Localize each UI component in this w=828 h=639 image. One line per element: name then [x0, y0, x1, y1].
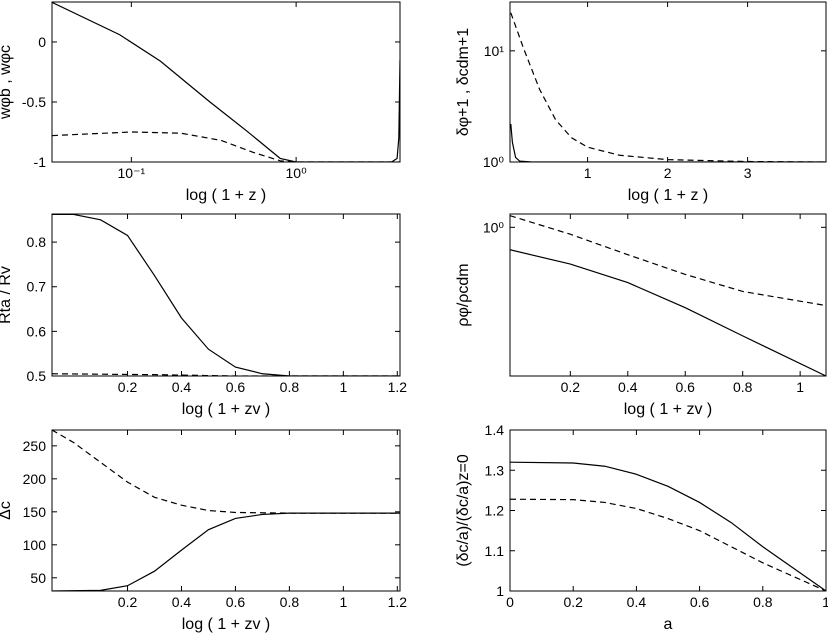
x-tick-label: 0.4 [618, 379, 638, 395]
x-tick-label: 0.4 [172, 379, 192, 395]
x-tick-label: 1.2 [388, 594, 408, 610]
y-tick-label: -0.5 [22, 94, 46, 110]
line-series [52, 512, 400, 591]
line-series [510, 12, 826, 162]
axes-box [51, 429, 401, 592]
y-tick-label: 0.5 [27, 368, 47, 384]
x-axis-label: log ( 1 + z ) [628, 187, 708, 204]
x-axis-label: log ( 1 + z ) [186, 187, 266, 204]
x-tick-label: 1 [339, 594, 347, 610]
x-tick-label: 10⁻¹ [118, 165, 146, 181]
line-series [510, 461, 826, 591]
axes-box [51, 213, 401, 377]
line-series [52, 214, 400, 376]
y-axis-label: Δc [0, 501, 14, 520]
line-series [510, 249, 826, 376]
y-axis-label: Rta / Rv [0, 266, 14, 324]
x-tick-label: 1 [339, 379, 347, 395]
line-series [510, 215, 826, 307]
y-tick-label: 0 [38, 34, 46, 50]
y-tick-label: 50 [30, 570, 46, 586]
x-tick-label: 0.2 [118, 379, 138, 395]
x-tick-label: 1 [796, 379, 804, 395]
x-tick-label: 0.4 [172, 594, 192, 610]
y-tick-label: 100 [23, 537, 47, 553]
x-tick-label: 0.6 [226, 594, 246, 610]
panel: 0 0.2 0.4 0.6 0.8 1 1 1.1 1.2 1.3 1.4 a (δc/a)/(δc/a… [455, 422, 828, 633]
y-tick-label: 250 [23, 438, 47, 454]
x-axis-label: log ( 1 + zv ) [182, 616, 270, 633]
x-tick-label: 1.2 [388, 379, 408, 395]
x-axis-label: log ( 1 + zv ) [182, 401, 270, 418]
axes-box [509, 1, 827, 163]
y-tick-label: 1.1 [485, 543, 505, 559]
y-tick-label: 0.8 [27, 234, 47, 250]
y-tick-label: 200 [23, 471, 47, 487]
x-tick-label: 0.2 [561, 379, 581, 395]
x-tick-label: 3 [744, 165, 752, 181]
x-tick-label: 0.8 [280, 594, 300, 610]
line-series [52, 131, 400, 162]
x-tick-label: 0.8 [753, 594, 773, 610]
y-tick-label: 1.3 [485, 462, 505, 478]
panel: 10⁻¹ 10⁰ -1 -0.5 0 log ( 1 + z ) wφb , wφc [0, 1, 401, 204]
y-axis-label: ρφ/ρcdm [455, 263, 472, 326]
axes-box [509, 213, 827, 377]
x-tick-label: 0 [506, 594, 514, 610]
x-tick-label: 1 [822, 594, 828, 610]
line-series [52, 373, 400, 376]
y-axis-label: wφb , wφc [0, 45, 14, 120]
axes-box [509, 429, 827, 592]
y-tick-label: 0.7 [27, 279, 47, 295]
line-series [510, 123, 826, 162]
y-tick-label: 10⁰ [483, 154, 505, 170]
panel: 0.2 0.4 0.6 0.8 1 1.2 50 100 150 200 250 log ( 1 + … [0, 429, 408, 633]
y-axis-label: (δc/a)/(δc/a)z=0 [455, 454, 472, 567]
x-tick-label: 0.2 [118, 594, 138, 610]
y-tick-label: 1 [496, 583, 504, 599]
x-axis-label: a [664, 616, 673, 633]
x-tick-label: 0.6 [226, 379, 246, 395]
line-series [52, 430, 400, 514]
x-tick-label: 2 [664, 165, 672, 181]
x-tick-label: 0.6 [676, 379, 696, 395]
y-axis-label: δφ+1 , δcdm+1 [455, 28, 472, 136]
y-tick-label: 150 [23, 504, 47, 520]
panel: 0.2 0.4 0.6 0.8 1 1.2 0.5 0.6 0.7 0.8 log ( 1 + zv… [0, 213, 408, 418]
x-axis-label: log ( 1 + zv ) [624, 401, 712, 418]
line-series [52, 2, 400, 162]
axes-box [51, 1, 401, 163]
x-tick-label: 0.4 [627, 594, 647, 610]
panel: 1 2 3 10⁰ 10¹ log ( 1 + z ) δφ+1 , δcdm+1 [455, 1, 827, 204]
x-tick-label: 0.8 [280, 379, 300, 395]
y-tick-label: 10¹ [484, 43, 505, 59]
x-tick-label: 0.2 [563, 594, 583, 610]
y-tick-label: 1.2 [485, 503, 505, 519]
y-tick-label: 0.6 [27, 323, 47, 339]
y-tick-label: 1.4 [485, 422, 505, 438]
x-tick-label: 10⁰ [286, 165, 308, 181]
y-tick-label: -1 [34, 154, 47, 170]
x-tick-label: 0.6 [690, 594, 710, 610]
x-tick-label: 1 [584, 165, 592, 181]
y-tick-label: 10⁰ [483, 219, 505, 235]
line-series [510, 498, 826, 591]
panel: 0.2 0.4 0.6 0.8 1 10⁰ log ( 1 + zv ) ρφ/ρcdm [455, 213, 827, 418]
x-tick-label: 0.8 [733, 379, 753, 395]
